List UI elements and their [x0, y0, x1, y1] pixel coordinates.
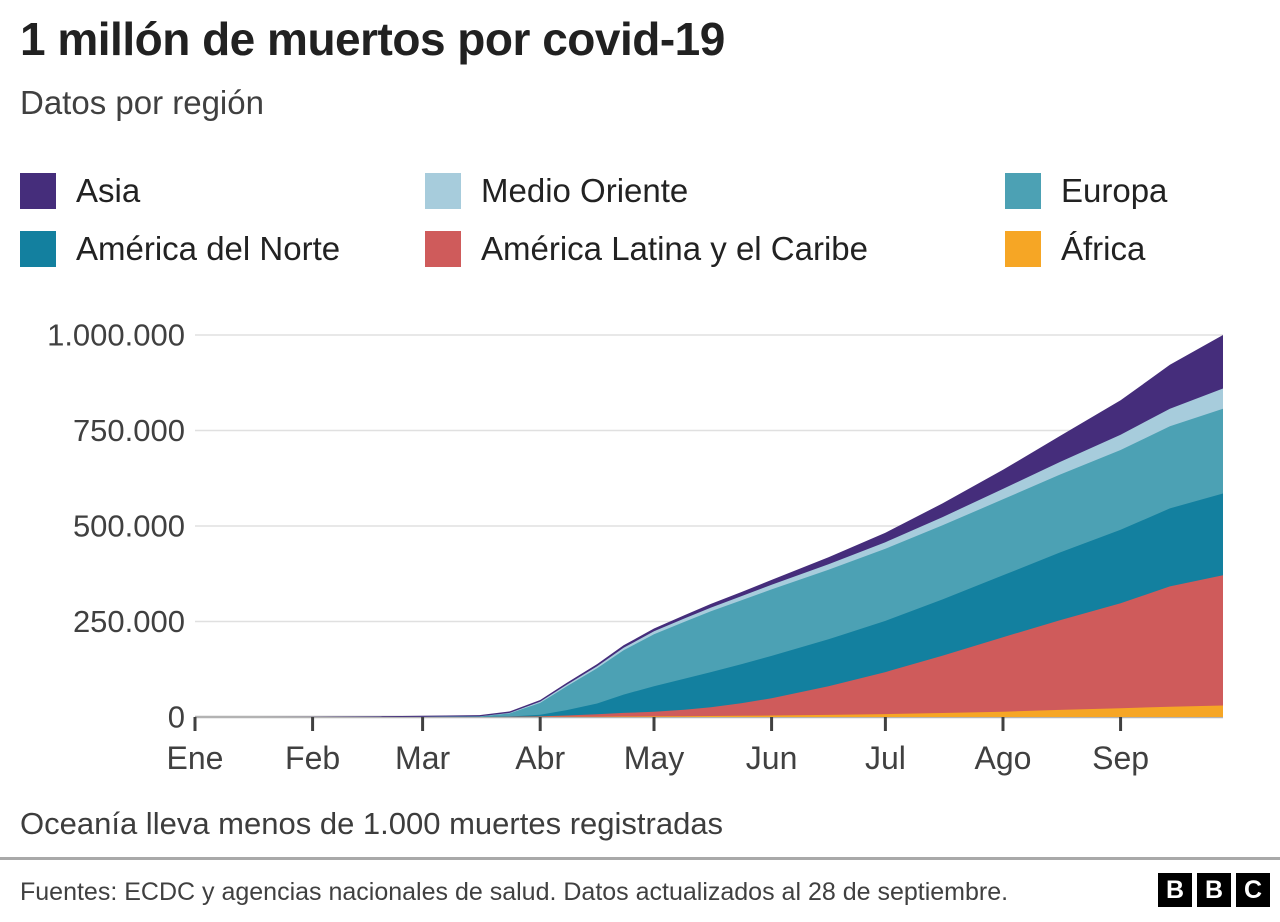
y-tick-label-1-000-000: 1.000.000: [47, 318, 185, 353]
x-tick-label-mar: Mar: [395, 740, 450, 776]
legend-swatch-medio-oriente: [425, 173, 461, 209]
legend-item-africa: África: [1005, 230, 1145, 268]
y-tick-label-250-000: 250.000: [73, 604, 185, 639]
x-tick-label-ene: Ene: [167, 740, 224, 776]
legend-label-africa: África: [1061, 230, 1146, 267]
area-africa: [195, 705, 1223, 717]
x-tick-label-jul: Jul: [865, 740, 906, 776]
legend-item-medio-oriente: Medio Oriente: [425, 172, 688, 210]
legend-item-america-latina: América Latina y el Caribe: [425, 230, 868, 268]
legend-swatch-europa: [1005, 173, 1041, 209]
legend-swatch-africa: [1005, 231, 1041, 267]
footnote: Oceanía lleva menos de 1.000 muertes reg…: [20, 806, 724, 841]
bbc-logo-block-b1: B: [1158, 873, 1192, 907]
y-tick-label-750-000: 750.000: [73, 413, 185, 448]
legend-label-america-latina: América Latina y el Caribe: [481, 230, 869, 267]
x-tick-label-may: May: [624, 740, 684, 776]
page-subtitle: Datos por región: [20, 84, 264, 121]
legend-label-medio-oriente: Medio Oriente: [481, 172, 689, 209]
area-america-latina-y-el-caribe: [195, 575, 1223, 717]
legend-swatch-america-del-norte: [20, 231, 56, 267]
legend-label-asia: Asia: [76, 172, 141, 209]
legend-label-europa: Europa: [1061, 172, 1168, 209]
legend-item-america-del-norte: América del Norte: [20, 230, 340, 268]
x-tick-label-ago: Ago: [975, 740, 1032, 776]
page-title: 1 millón de muertos por covid-19: [20, 13, 725, 65]
x-tick-label-jun: Jun: [746, 740, 798, 776]
stacked-area-chart: 0 250.000 500.000 750.000 1.000.000 Ene Feb Mar…: [47, 318, 1223, 776]
legend-swatch-asia: [20, 173, 56, 209]
y-tick-label-500-000: 500.000: [73, 509, 185, 544]
source-text: Fuentes: ECDC y agencias nacionales de s…: [20, 878, 1009, 906]
x-tick-label-feb: Feb: [285, 740, 340, 776]
bbc-logo-block-c: C: [1236, 873, 1270, 907]
legend-item-europa: Europa: [1005, 172, 1167, 210]
legend-swatch-america-latina: [425, 231, 461, 267]
x-tick-label-abr: Abr: [515, 740, 565, 776]
divider-line: [0, 857, 1280, 860]
x-tick-label-sep: Sep: [1092, 740, 1149, 776]
bbc-logo-block-b2: B: [1197, 873, 1231, 907]
bbc-logo: B B C: [1158, 873, 1270, 907]
legend-item-asia: Asia: [20, 172, 140, 210]
legend-label-america-del-norte: América del Norte: [76, 230, 341, 267]
y-tick-label-0: 0: [168, 700, 185, 735]
